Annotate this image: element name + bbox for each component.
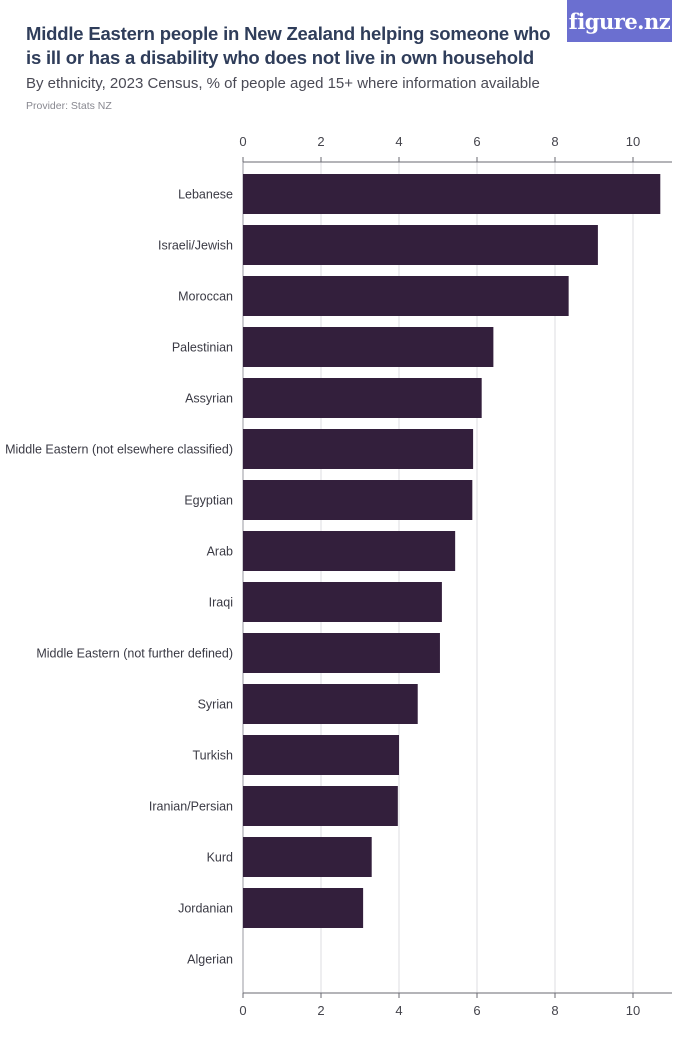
x-tick-label-bottom-4: 4 xyxy=(395,1003,402,1018)
bar-kurd xyxy=(243,837,372,877)
category-label-palestinian: Palestinian xyxy=(172,341,233,355)
category-label-algerian: Algerian xyxy=(187,953,233,967)
bar-lebanese xyxy=(243,174,661,214)
x-tick-label-bottom-2: 2 xyxy=(317,1003,324,1018)
bar-assyrian xyxy=(243,378,482,418)
x-tick-label-bottom-6: 6 xyxy=(473,1003,480,1018)
bar-israeli-jewish xyxy=(243,225,598,265)
bar-middle-eastern-not-further-defined- xyxy=(243,633,440,673)
chart-subtitle: By ethnicity, 2023 Census, % of people a… xyxy=(26,75,540,92)
bar-egyptian xyxy=(243,480,473,520)
x-tick-label-top-6: 6 xyxy=(473,134,480,149)
category-label-jordanian: Jordanian xyxy=(178,902,233,916)
x-tick-label-top-10: 10 xyxy=(626,134,640,149)
category-label-assyrian: Assyrian xyxy=(185,392,233,406)
x-tick-label-top-8: 8 xyxy=(551,134,558,149)
x-tick-label-bottom-0: 0 xyxy=(239,1003,246,1018)
figure-nz-logo[interactable]: figure.nz xyxy=(567,0,672,42)
category-label-egyptian: Egyptian xyxy=(184,494,233,508)
bar-jordanian xyxy=(243,888,364,928)
x-tick-label-top-4: 4 xyxy=(395,134,402,149)
x-tick-label-bottom-8: 8 xyxy=(551,1003,558,1018)
category-label-turkish: Turkish xyxy=(192,749,233,763)
bar-syrian xyxy=(243,684,418,724)
category-label-israeli-jewish: Israeli/Jewish xyxy=(158,239,233,253)
category-label-middle-eastern-not-further-defined-: Middle Eastern (not further defined) xyxy=(36,647,233,661)
x-tick-label-top-2: 2 xyxy=(317,134,324,149)
chart-title: Middle Eastern people in New Zealand hel… xyxy=(26,23,551,68)
category-label-arab: Arab xyxy=(207,545,233,559)
category-label-lebanese: Lebanese xyxy=(178,188,233,202)
chart-header: Middle Eastern people in New Zealand hel… xyxy=(26,22,556,112)
x-tick-label-top-0: 0 xyxy=(239,134,246,149)
bar-middle-eastern-not-elsewhere-classified- xyxy=(243,429,474,469)
bar-iranian-persian xyxy=(243,786,398,826)
bar-palestinian xyxy=(243,327,494,367)
x-tick-label-bottom-10: 10 xyxy=(626,1003,640,1018)
category-label-iranian-persian: Iranian/Persian xyxy=(149,800,233,814)
category-label-syrian: Syrian xyxy=(198,698,233,712)
category-label-moroccan: Moroccan xyxy=(178,290,233,304)
bar-iraqi xyxy=(243,582,442,622)
bar-arab xyxy=(243,531,456,571)
data-provider: Provider: Stats NZ xyxy=(26,100,112,112)
category-label-middle-eastern-not-elsewhere-classified-: Middle Eastern (not elsewhere classified… xyxy=(5,443,233,457)
category-label-iraqi: Iraqi xyxy=(209,596,233,610)
category-label-kurd: Kurd xyxy=(207,851,233,865)
bar-turkish xyxy=(243,735,399,775)
bar-moroccan xyxy=(243,276,569,316)
